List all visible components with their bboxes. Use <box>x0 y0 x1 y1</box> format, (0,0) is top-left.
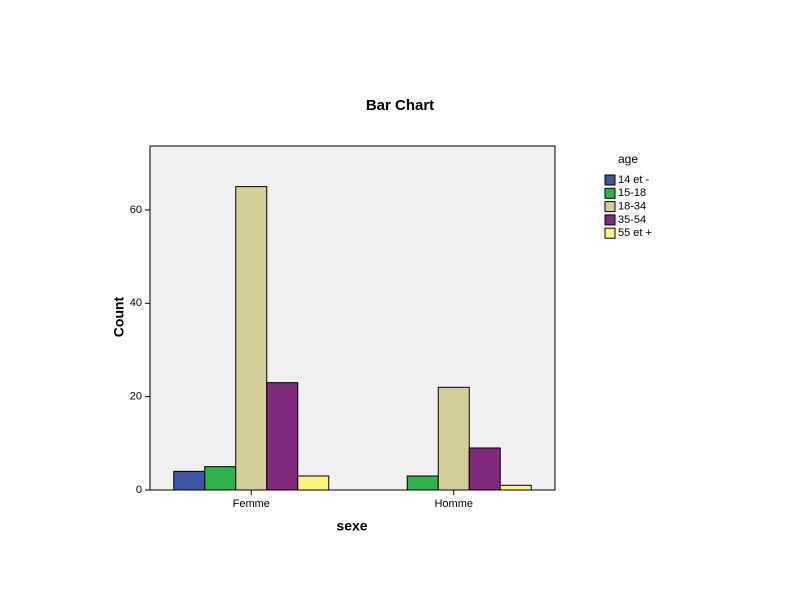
legend-title: age <box>618 152 638 166</box>
bar <box>406 475 439 491</box>
bar <box>297 475 330 491</box>
legend-swatch <box>604 174 616 186</box>
y-tick-label: 40 <box>130 297 142 309</box>
y-axis-title: Count <box>111 296 127 337</box>
bar <box>235 186 268 491</box>
legend-swatch <box>604 227 616 239</box>
legend-swatch <box>604 201 616 213</box>
y-tick-label: 0 <box>136 484 142 496</box>
legend-swatch <box>604 214 616 226</box>
plot-area <box>149 145 556 491</box>
legend-label: 15-18 <box>618 187 646 199</box>
y-tick-label: 20 <box>130 391 142 403</box>
bar <box>499 484 532 491</box>
chart-title: Bar Chart <box>366 97 434 114</box>
x-tick-label: Homme <box>434 498 473 510</box>
y-tick-label: 60 <box>130 204 142 216</box>
legend-swatch <box>604 187 616 199</box>
bar <box>468 447 501 491</box>
x-axis-title: sexe <box>336 518 367 534</box>
legend-label: 55 et + <box>618 227 652 239</box>
legend-label: 18-34 <box>618 201 646 213</box>
bar <box>266 382 299 491</box>
x-tick-label: Femme <box>233 498 270 510</box>
legend-label: 14 et - <box>618 174 650 186</box>
bar <box>437 386 470 491</box>
legend-label: 35-54 <box>618 214 646 226</box>
bar <box>204 466 237 491</box>
bar <box>173 470 206 491</box>
